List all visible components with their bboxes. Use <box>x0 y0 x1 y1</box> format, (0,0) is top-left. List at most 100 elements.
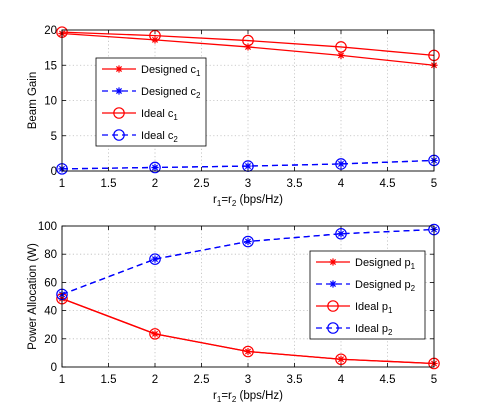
legend-label-text: Ideal p <box>355 301 388 313</box>
x-tick-label: 3.5 <box>287 178 303 190</box>
legend-label-subscript: 2 <box>388 328 393 337</box>
data-point <box>335 353 347 366</box>
y-tick-label: 10 <box>44 96 57 108</box>
legend-label-text: Designed c <box>141 64 197 76</box>
x-tick-label: 1.5 <box>101 178 117 190</box>
x-tick-label: 1 <box>59 374 65 386</box>
legend-box <box>95 57 207 147</box>
legend-label-text: Designed p <box>355 257 411 269</box>
x-tick-label: 2 <box>152 178 158 190</box>
x-tick-label: 4 <box>338 374 345 386</box>
data-point <box>242 345 254 358</box>
legend-label: Ideal c2 <box>141 130 178 144</box>
y-tick-label: 20 <box>44 25 57 37</box>
y-axis-label: Power Allocation (W) <box>27 243 39 350</box>
x-axis-label-part: (bps/Hz) <box>236 194 283 206</box>
legend-label-subscript: 1 <box>196 69 201 78</box>
data-point <box>335 227 347 240</box>
x-tick-label: 2.5 <box>194 374 210 386</box>
y-tick-label: 60 <box>44 277 57 289</box>
legend-marker <box>327 322 339 334</box>
data-point <box>151 36 159 44</box>
x-tick-label: 2 <box>152 374 158 386</box>
x-tick-label: 3.5 <box>287 374 303 386</box>
axes-box <box>61 29 435 172</box>
data-point <box>337 160 345 168</box>
data-point <box>149 328 161 340</box>
y-tick-label: 0 <box>51 166 57 178</box>
y-tick-label: 15 <box>44 60 57 72</box>
x-axis-label-part: r <box>213 390 217 402</box>
legend-label-text: Ideal c <box>141 130 174 142</box>
data-point <box>335 158 347 170</box>
x-axis-label: r1=r2 (bps/Hz) <box>213 194 283 208</box>
data-point <box>149 161 161 174</box>
x-tick-label: 4.5 <box>380 178 396 190</box>
x-tick-label: 4.5 <box>380 374 396 386</box>
x-tick-label: 2.5 <box>194 178 210 190</box>
x-tick-label: 4 <box>338 178 345 190</box>
x-tick-label: 5 <box>431 374 437 386</box>
data-point <box>337 230 345 238</box>
y-tick-label: 0 <box>51 362 57 374</box>
x-tick-label: 1 <box>59 178 65 190</box>
legend-marker <box>113 129 125 141</box>
legend-marker <box>327 300 339 312</box>
x-axis-label-part: (bps/Hz) <box>236 390 283 402</box>
y-tick-label: 100 <box>38 221 57 233</box>
legend-label: Designed p2 <box>355 279 416 293</box>
x-axis-label-subscript: 1 <box>217 395 222 404</box>
legend-marker <box>115 87 123 95</box>
series-line-3 <box>61 298 435 365</box>
legend-label: Ideal p1 <box>355 301 393 315</box>
data-point <box>242 34 254 47</box>
legend-label-text: Ideal c <box>141 108 174 120</box>
legend-label: Designed p1 <box>355 257 416 271</box>
series-line-4 <box>61 159 435 170</box>
data-point <box>242 235 254 248</box>
legend-label-subscript: 2 <box>196 91 201 100</box>
legend-label-subscript: 2 <box>411 284 416 293</box>
y-tick-label: 20 <box>44 334 57 346</box>
x-axis-label-part: =r <box>221 194 232 206</box>
legend-label-text: Designed p <box>355 279 411 291</box>
legend-label: Ideal p2 <box>355 323 393 337</box>
x-axis-label-part: =r <box>221 390 232 402</box>
x-tick-label: 1.5 <box>101 374 117 386</box>
data-point <box>335 41 347 53</box>
legend-label-subscript: 1 <box>411 262 416 271</box>
x-axis-label-subscript: 2 <box>232 199 237 208</box>
y-tick-label: 80 <box>44 249 57 261</box>
legend-label-text: Designed c <box>141 86 197 98</box>
legend-label: Ideal c1 <box>141 108 178 122</box>
x-axis-label-subscript: 2 <box>232 395 237 404</box>
data-point <box>244 43 252 51</box>
x-axis-label: r1=r2 (bps/Hz) <box>213 390 283 404</box>
data-point <box>151 255 159 263</box>
series-line-3 <box>61 31 435 57</box>
legend-marker <box>329 258 337 266</box>
legend-label: Designed c2 <box>141 86 201 100</box>
x-tick-label: 3 <box>245 178 251 190</box>
data-point <box>244 162 252 170</box>
axes-box <box>61 225 435 368</box>
y-tick-label: 40 <box>44 306 57 318</box>
legend-label-subscript: 2 <box>173 135 178 144</box>
legend-label-subscript: 1 <box>173 113 178 122</box>
legend-marker <box>329 280 337 288</box>
y-tick-label: 5 <box>51 131 57 143</box>
legend-marker <box>113 107 125 119</box>
legend-label-text: Ideal p <box>355 323 388 335</box>
legend-label-subscript: 1 <box>388 306 393 315</box>
legend-label: Designed c1 <box>141 64 201 78</box>
legend-marker <box>115 65 123 73</box>
x-axis-label-part: r <box>213 194 217 206</box>
x-axis-label-subscript: 1 <box>217 199 222 208</box>
y-axis-label: Beam Gain <box>27 72 39 130</box>
x-tick-label: 3 <box>245 374 251 386</box>
